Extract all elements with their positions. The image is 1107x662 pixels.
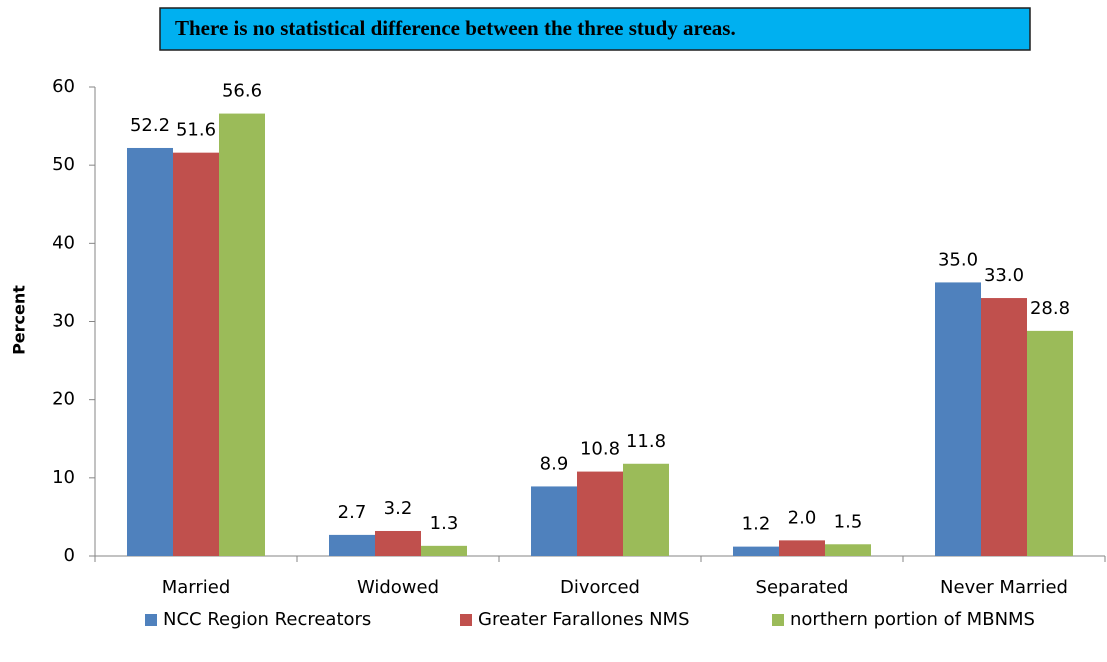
y-tick-label: 60 (52, 76, 75, 97)
bar (219, 113, 265, 557)
legend-swatch (145, 614, 157, 626)
bar (733, 546, 779, 556)
bar (173, 152, 219, 556)
data-label: 1.2 (742, 514, 771, 535)
bar (329, 534, 375, 556)
bar (623, 463, 669, 556)
bar (421, 545, 467, 556)
y-tick-label: 10 (52, 467, 75, 488)
y-tick-label: 30 (52, 311, 75, 332)
bar (577, 471, 623, 556)
bar (779, 540, 825, 556)
x-tick-label: Widowed (357, 577, 439, 598)
data-label: 11.8 (626, 431, 666, 452)
x-tick-label: Separated (756, 577, 849, 598)
data-label: 1.5 (834, 511, 863, 532)
data-label: 10.8 (580, 439, 620, 460)
y-tick-label: 40 (52, 232, 75, 253)
legend-swatch (772, 614, 784, 626)
data-label: 2.0 (788, 507, 817, 528)
x-tick-label: Married (162, 577, 231, 598)
legend-label: northern portion of MBNMS (790, 609, 1035, 630)
bar (1027, 330, 1073, 556)
data-label: 8.9 (540, 453, 569, 474)
data-label: 52.2 (130, 115, 170, 136)
annotation: There is no statistical difference betwe… (175, 16, 736, 40)
bar (935, 282, 981, 556)
data-label: 33.0 (984, 265, 1024, 286)
bar (531, 486, 577, 556)
legend-label: NCC Region Recreators (163, 609, 371, 630)
data-label: 35.0 (938, 249, 978, 270)
data-label: 51.6 (176, 120, 216, 141)
y-tick-label: 20 (52, 389, 75, 410)
bar (375, 530, 421, 556)
bar (825, 544, 871, 556)
annotation-box (159, 7, 1031, 51)
legend-swatch (460, 614, 472, 626)
data-label: 28.8 (1030, 298, 1070, 319)
y-axis-label: Percent (10, 285, 29, 355)
legend-label: Greater Farallones NMS (478, 609, 690, 630)
data-label: 56.6 (222, 81, 262, 102)
data-label: 2.7 (338, 502, 367, 523)
y-tick-label: 0 (64, 545, 75, 566)
x-tick-label: Never Married (940, 577, 1068, 598)
bar (127, 147, 173, 556)
data-label: 3.2 (384, 498, 413, 519)
data-label: 1.3 (430, 513, 459, 534)
x-tick-label: Divorced (560, 577, 640, 598)
y-tick-label: 50 (52, 154, 75, 175)
bar (981, 298, 1027, 556)
